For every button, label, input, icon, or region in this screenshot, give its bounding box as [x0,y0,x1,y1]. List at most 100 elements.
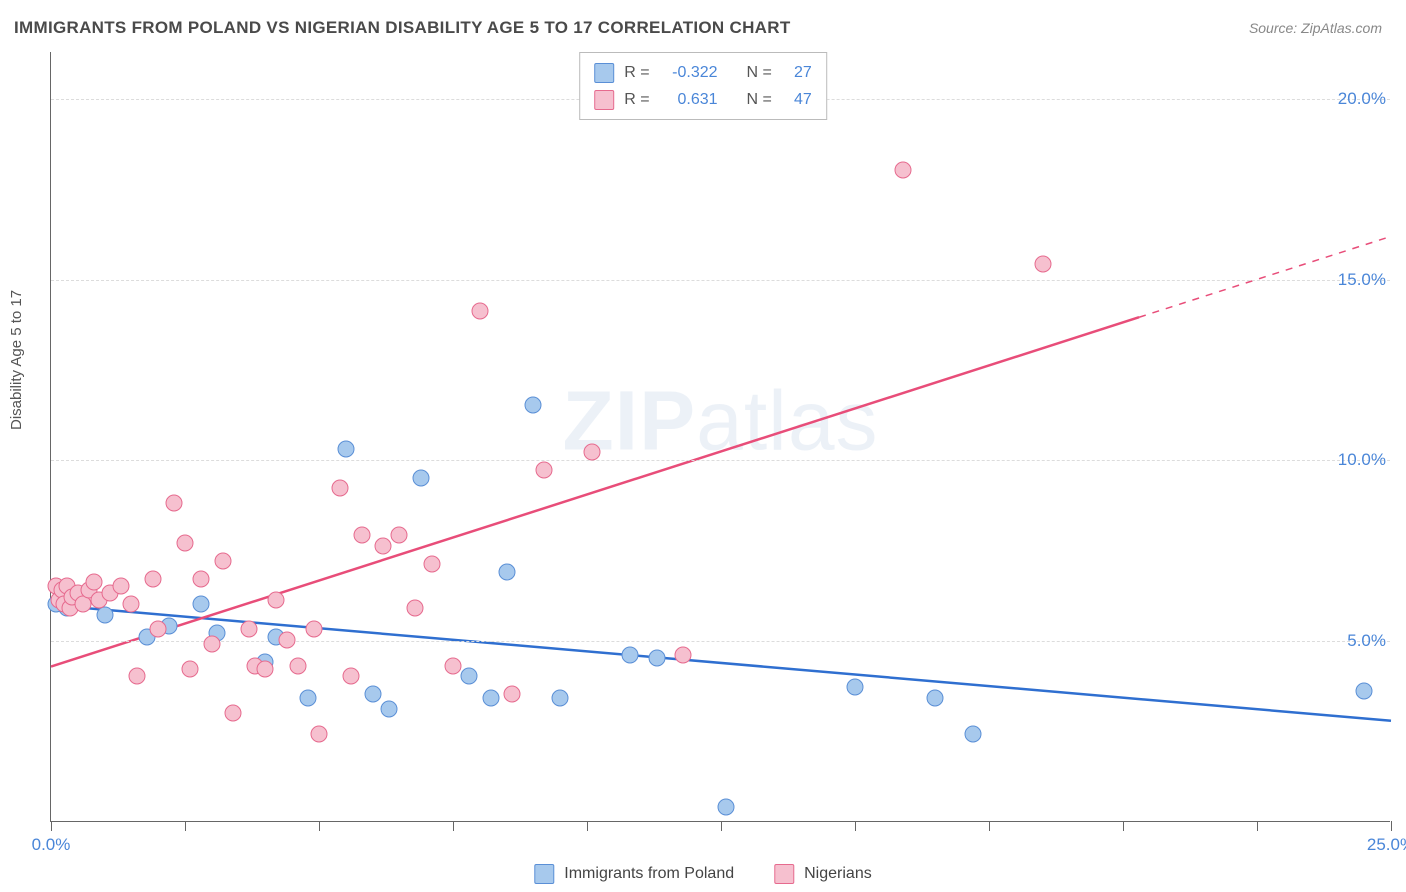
data-point-nigerians [75,596,92,613]
y-tick-label: 15.0% [1338,270,1392,290]
data-point-poland [364,686,381,703]
data-point-poland [337,440,354,457]
data-point-nigerians [1034,256,1051,273]
source-value: ZipAtlas.com [1301,20,1382,36]
data-point-nigerians [123,596,140,613]
data-point-nigerians [895,162,912,179]
series-legend: Immigrants from Poland Nigerians [534,864,871,884]
data-point-poland [498,563,515,580]
x-tick [721,821,722,831]
data-point-poland [718,798,735,815]
legend-R-label: R = [624,59,649,86]
data-point-nigerians [311,726,328,743]
data-point-poland [525,397,542,414]
legend-row-poland: R = -0.322 N = 27 [594,59,812,86]
x-tick [319,821,320,831]
legend-swatch [594,63,614,83]
data-point-poland [648,650,665,667]
data-point-nigerians [193,570,210,587]
data-point-nigerians [85,574,102,591]
data-point-nigerians [203,635,220,652]
data-point-poland [482,690,499,707]
data-point-poland [461,668,478,685]
data-point-nigerians [423,556,440,573]
data-point-nigerians [289,657,306,674]
x-tick [855,821,856,831]
data-point-poland [621,646,638,663]
data-point-nigerians [375,538,392,555]
y-axis-title: Disability Age 5 to 17 [8,290,25,430]
data-point-nigerians [503,686,520,703]
data-point-nigerians [128,668,145,685]
x-tick [1257,821,1258,831]
correlation-legend: R = -0.322 N = 27 R = 0.631 N = 47 [579,52,827,120]
data-point-nigerians [536,462,553,479]
regression-line-nigerians [51,317,1139,666]
chart-title: IMMIGRANTS FROM POLAND VS NIGERIAN DISAB… [14,18,791,38]
legend-swatch [774,864,794,884]
data-point-nigerians [407,599,424,616]
gridline [51,641,1390,642]
data-point-nigerians [144,570,161,587]
source-label: Source: [1249,20,1301,36]
data-point-nigerians [343,668,360,685]
data-point-nigerians [332,480,349,497]
gridline [51,460,1390,461]
data-point-poland [412,469,429,486]
data-point-nigerians [225,704,242,721]
x-tick-label: 0.0% [32,835,71,855]
data-point-nigerians [305,621,322,638]
x-tick [185,821,186,831]
x-tick-label: 25.0% [1367,835,1406,855]
series-legend-label: Nigerians [804,865,872,883]
data-point-nigerians [182,661,199,678]
source-attribution: Source: ZipAtlas.com [1249,20,1382,36]
series-legend-label: Immigrants from Poland [564,865,734,883]
y-tick-label: 20.0% [1338,89,1392,109]
data-point-nigerians [584,444,601,461]
data-point-poland [96,606,113,623]
data-point-nigerians [391,527,408,544]
x-tick [989,821,990,831]
data-point-poland [300,690,317,707]
data-point-poland [1356,682,1373,699]
data-point-nigerians [353,527,370,544]
data-point-nigerians [214,552,231,569]
series-legend-item-nigerians: Nigerians [774,864,872,884]
gridline [51,280,1390,281]
data-point-nigerians [241,621,258,638]
x-tick [1123,821,1124,831]
data-point-nigerians [471,303,488,320]
data-point-nigerians [675,646,692,663]
legend-N-value: 47 [782,86,812,113]
data-point-nigerians [150,621,167,638]
x-tick [1391,821,1392,831]
data-point-nigerians [445,657,462,674]
data-point-nigerians [177,534,194,551]
x-tick [587,821,588,831]
data-point-poland [847,679,864,696]
y-tick-label: 10.0% [1338,450,1392,470]
series-legend-item-poland: Immigrants from Poland [534,864,734,884]
scatter-plot-area: ZIPatlas 5.0%10.0%15.0%20.0%0.0%25.0% [50,52,1390,822]
legend-row-nigerians: R = 0.631 N = 47 [594,86,812,113]
data-point-nigerians [112,578,129,595]
data-point-poland [927,690,944,707]
data-point-poland [193,596,210,613]
data-point-poland [380,700,397,717]
x-tick [51,821,52,831]
legend-N-label: N = [746,86,771,113]
legend-R-value: 0.631 [660,86,718,113]
legend-R-label: R = [624,86,649,113]
regression-lines-layer [51,52,1390,821]
data-point-nigerians [278,632,295,649]
y-tick-label: 5.0% [1347,631,1392,651]
legend-N-value: 27 [782,59,812,86]
data-point-nigerians [268,592,285,609]
legend-swatch [534,864,554,884]
legend-swatch [594,90,614,110]
data-point-nigerians [166,494,183,511]
data-point-poland [552,690,569,707]
legend-N-label: N = [746,59,771,86]
legend-R-value: -0.322 [660,59,718,86]
